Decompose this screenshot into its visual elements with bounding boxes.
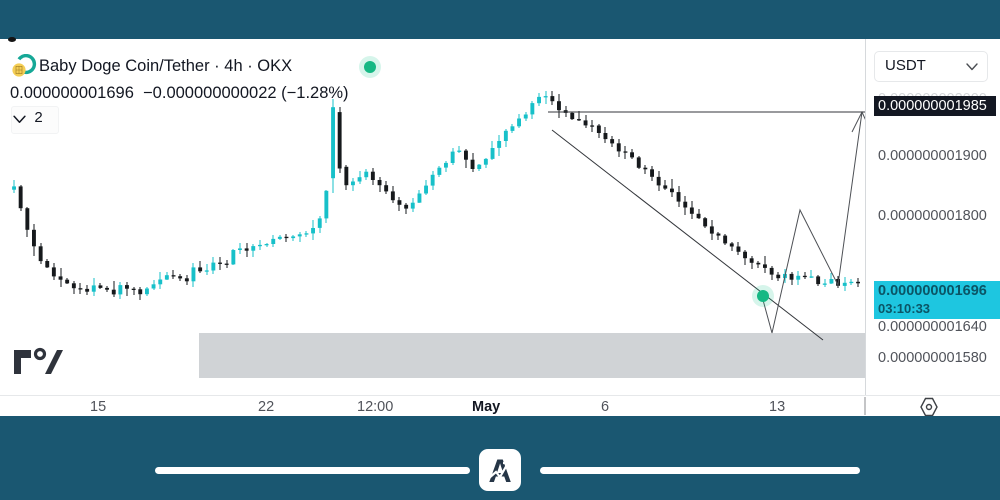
svg-text:A: A bbox=[488, 453, 511, 489]
